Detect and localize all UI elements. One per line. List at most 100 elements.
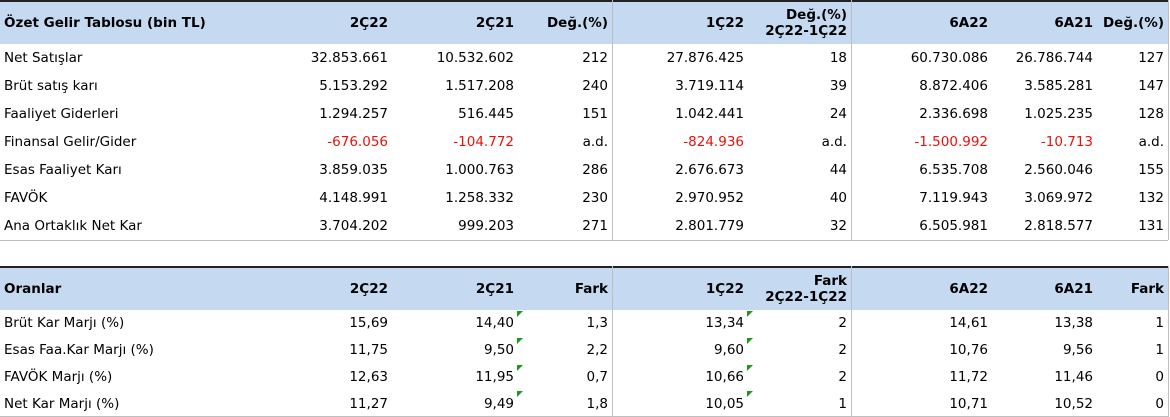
row-label: Brüt satış karı <box>4 78 98 94</box>
value-cell: 32.853.661 <box>310 50 388 66</box>
value-cell: 26.786.744 <box>1015 50 1093 66</box>
header-cell: Özet Gelir Tablosu (bin TL) <box>0 2 262 44</box>
value-cell: 11,72 <box>949 368 988 385</box>
value-cell: 18 <box>829 50 847 66</box>
value-cell: 240 <box>582 78 608 94</box>
column-separator <box>851 0 852 240</box>
value-cell: 3.069.972 <box>1024 190 1093 206</box>
value-cell: 10.532.602 <box>436 50 514 66</box>
value-cell: 10,71 <box>949 395 988 412</box>
header-line: Fark <box>813 273 847 289</box>
row-label: Faaliyet Giderleri <box>4 106 119 122</box>
value-cell: 1 <box>838 395 847 412</box>
value-cell: 6.535.708 <box>919 162 988 178</box>
value-cell: 0 <box>1155 395 1164 412</box>
value-cell: 2.676.673 <box>675 162 744 178</box>
value-cell: 2 <box>838 315 847 332</box>
value-cell: 24 <box>829 106 847 122</box>
value-cell: 1,3 <box>586 315 608 332</box>
value-cell: -676.056 <box>327 134 388 150</box>
header-cell: 1Ç22 <box>612 268 748 310</box>
header-cell: 6A22 <box>851 2 992 44</box>
value-cell: 271 <box>582 218 608 234</box>
value-cell: 1.025.235 <box>1024 106 1093 122</box>
value-cell: 14,40 <box>475 315 514 332</box>
value-cell: 11,95 <box>475 368 514 385</box>
value-cell: 286 <box>582 162 608 178</box>
value-cell: 3.859.035 <box>319 162 388 178</box>
row-label: Finansal Gelir/Gider <box>4 134 137 150</box>
value-cell: 1 <box>1155 342 1164 359</box>
value-cell: a.d. <box>1138 134 1164 150</box>
value-cell: 9,49 <box>483 395 514 412</box>
header-rule <box>0 0 1168 2</box>
value-cell: 3.704.202 <box>319 218 388 234</box>
value-cell: 10,66 <box>705 368 744 385</box>
header-cell: Değ.(%) <box>1097 2 1168 44</box>
value-cell: -824.936 <box>683 134 744 150</box>
value-cell: 151 <box>582 106 608 122</box>
value-cell: 60.730.086 <box>910 50 988 66</box>
value-cell: a.d. <box>821 134 847 150</box>
row-label: Net Kar Marjı (%) <box>4 395 120 412</box>
header-rule <box>0 266 1168 268</box>
value-cell: 3.585.281 <box>1024 78 1093 94</box>
value-cell: 15,69 <box>349 315 388 332</box>
value-cell: 40 <box>829 190 847 206</box>
column-separator <box>1168 266 1169 417</box>
value-cell: 1.000.763 <box>445 162 514 178</box>
comment-marker <box>747 337 753 344</box>
row-label: Ana Ortaklık Net Kar <box>4 218 142 234</box>
header-cell: 2Ç22 <box>262 268 392 310</box>
value-cell: 11,75 <box>349 342 388 359</box>
value-cell: 2.970.952 <box>675 190 744 206</box>
value-cell: 9,56 <box>1062 342 1093 359</box>
value-cell: 212 <box>582 50 608 66</box>
value-cell: 999.203 <box>458 218 514 234</box>
value-cell: 5.153.292 <box>319 78 388 94</box>
header-cell: 6A22 <box>851 268 992 310</box>
value-cell: 13,34 <box>705 315 744 332</box>
comment-marker <box>517 337 523 344</box>
value-cell: 1,8 <box>586 395 608 412</box>
value-cell: 6.505.981 <box>919 218 988 234</box>
value-cell: 128 <box>1138 106 1164 122</box>
row-label: FAVÖK Marjı (%) <box>4 368 113 385</box>
value-cell: 13,38 <box>1054 315 1093 332</box>
header-cell: Fark <box>518 268 612 310</box>
bottom-rule <box>0 240 1168 241</box>
header-cell: Fark <box>1097 268 1168 310</box>
value-cell: 2 <box>838 342 847 359</box>
value-cell: 10,76 <box>949 342 988 359</box>
header-cell: Fark 2Ç22-1Ç22 <box>748 268 851 310</box>
header-cell: 2Ç21 <box>392 268 518 310</box>
value-cell: 131 <box>1138 218 1164 234</box>
header-cell: Değ.(%) 2Ç22-1Ç22 <box>748 2 851 44</box>
value-cell: 12,63 <box>349 368 388 385</box>
value-cell: 9,50 <box>483 342 514 359</box>
value-cell: 11,46 <box>1054 368 1093 385</box>
value-cell: 132 <box>1138 190 1164 206</box>
header-cell: Oranlar <box>0 268 262 310</box>
value-cell: 39 <box>829 78 847 94</box>
header-cell: 6A21 <box>992 2 1097 44</box>
column-separator <box>612 0 613 240</box>
value-cell: -10.713 <box>1040 134 1093 150</box>
value-cell: -1.500.992 <box>914 134 988 150</box>
value-cell: 3.719.114 <box>675 78 744 94</box>
value-cell: 2,2 <box>586 342 608 359</box>
row-label: Net Satışlar <box>4 50 83 66</box>
value-cell: 4.148.991 <box>319 190 388 206</box>
row-label: Brüt Kar Marjı (%) <box>4 315 125 332</box>
value-cell: 1.042.441 <box>675 106 744 122</box>
value-cell: 2.801.779 <box>675 218 744 234</box>
column-separator <box>1168 0 1169 240</box>
header-cell: 2Ç22 <box>262 2 392 44</box>
header-line: 2Ç22-1Ç22 <box>765 23 847 39</box>
value-cell: 516.445 <box>458 106 514 122</box>
value-cell: 8.872.406 <box>919 78 988 94</box>
comment-marker <box>517 364 523 371</box>
value-cell: 230 <box>582 190 608 206</box>
value-cell: 147 <box>1138 78 1164 94</box>
